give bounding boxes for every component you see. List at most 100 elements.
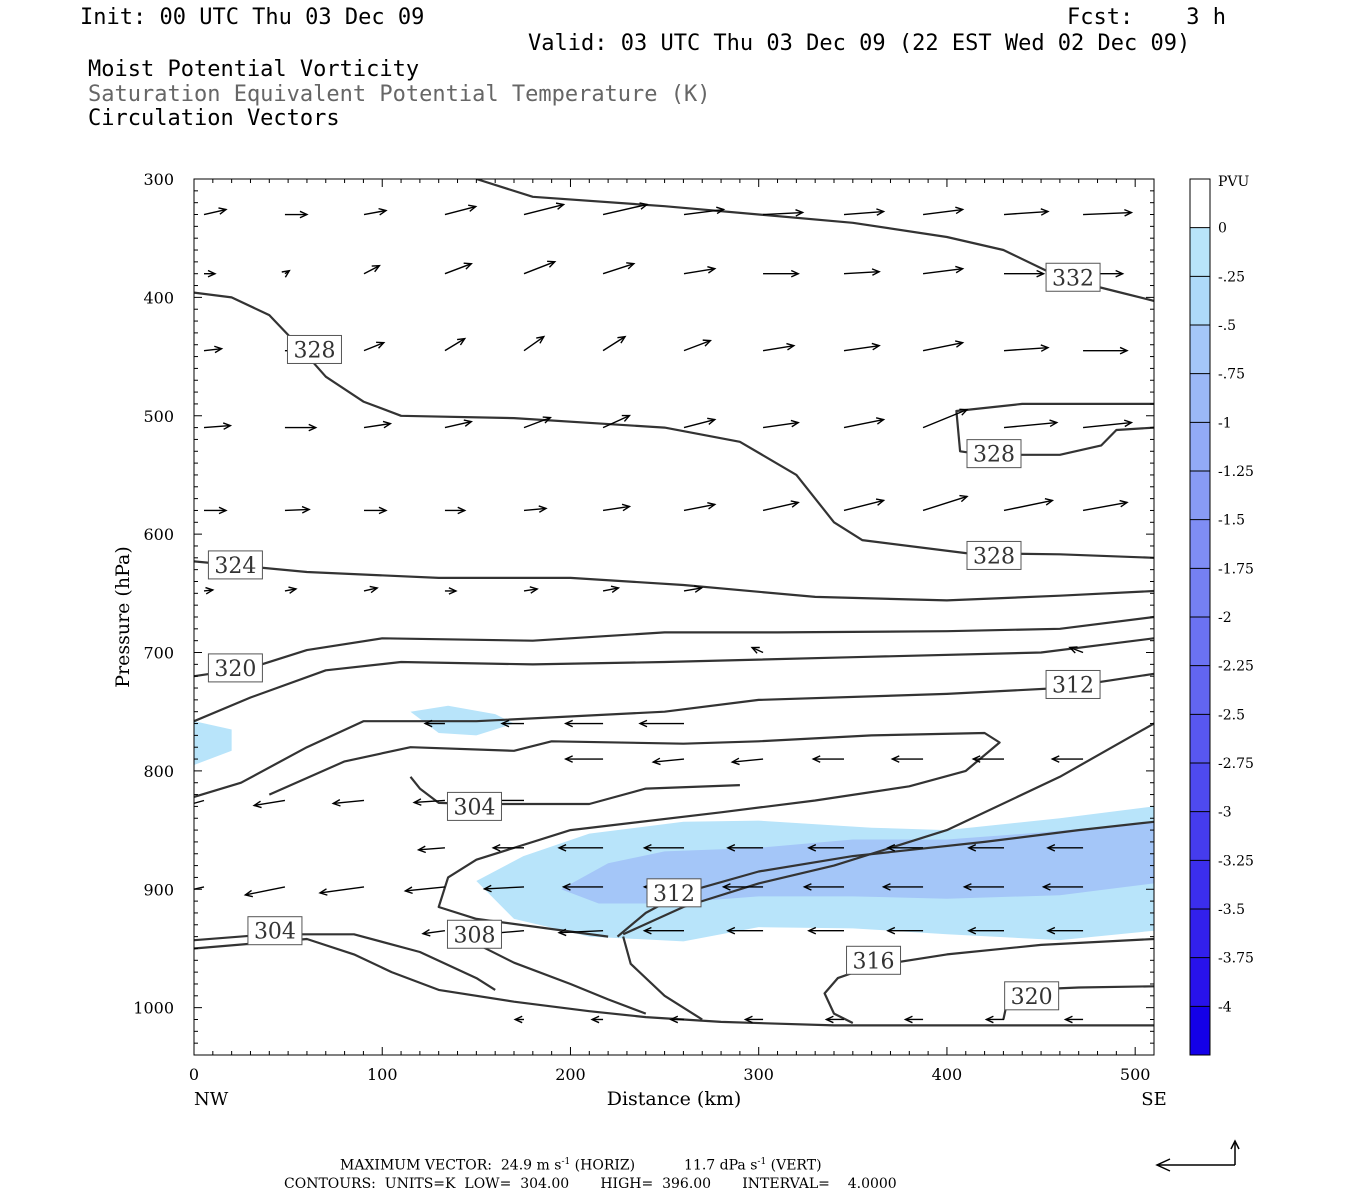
vector-shaft (284, 588, 297, 592)
vector-head (288, 586, 298, 594)
vector-shaft (602, 203, 648, 216)
vector-shaft (319, 886, 365, 894)
vector-shaft (414, 799, 445, 804)
theta-es-contour-312 (622, 936, 703, 1021)
vector-shaft (484, 886, 525, 890)
circulation-vector (638, 719, 684, 728)
y-tick-label: 600 (143, 525, 174, 544)
colorbar-swatch (1190, 763, 1210, 813)
vector-head (811, 755, 821, 763)
circulation-vector (421, 928, 446, 937)
circulation-vector (1083, 346, 1129, 355)
theta-es-contour-312 (194, 672, 1154, 798)
vector-head (617, 335, 627, 344)
circulation-vector (523, 260, 557, 275)
circulation-vector (284, 505, 311, 514)
contour-label: 320 (1004, 981, 1060, 1011)
contour-label-box (286, 334, 342, 364)
circulation-vector (843, 208, 886, 216)
vector-shaft (1082, 501, 1128, 512)
circulation-vector (412, 798, 445, 806)
vector-shaft (203, 208, 227, 216)
vector-shaft (284, 508, 310, 512)
vector-head (421, 928, 431, 937)
colorbar-swatch (1190, 714, 1210, 764)
circulation-vector (284, 210, 309, 219)
vector-shaft (523, 507, 547, 512)
circulation-vector (557, 844, 604, 852)
vector-shaft (762, 501, 799, 512)
vector-shaft (523, 261, 556, 275)
vector-head (807, 926, 817, 935)
circulation-vector (602, 202, 649, 216)
colorbar-label: -1.25 (1218, 464, 1254, 480)
colorbar-label: -2.25 (1218, 659, 1254, 675)
contour-label: 304 (446, 791, 502, 821)
vector-shaft (602, 414, 630, 429)
vector-shaft (194, 886, 205, 890)
contour-label-box (446, 791, 502, 821)
vector-shaft (751, 646, 764, 654)
contour-label-text: 328 (973, 544, 1015, 569)
contour-label: 304 (247, 916, 303, 946)
contour-label-text: 320 (214, 657, 256, 682)
contour-label-text: 328 (293, 338, 335, 363)
circulation-vector (1003, 419, 1059, 429)
colorbar-label: -3.5 (1218, 902, 1245, 918)
vector-head (1044, 498, 1055, 506)
circulation-vector (444, 337, 467, 352)
circulation-vector (363, 420, 393, 429)
colorbar-swatch (1190, 665, 1210, 715)
vector-shaft (444, 338, 466, 352)
colorbar-label: -2 (1218, 610, 1232, 626)
circulation-vector (762, 342, 796, 352)
circulation-vector (984, 1015, 1004, 1024)
colorbar-swatch (1190, 325, 1210, 375)
circulation-vector (962, 883, 1004, 891)
circulation-vector (204, 269, 217, 278)
colorbar-swatch (1190, 422, 1210, 472)
vector-shaft (653, 758, 685, 763)
vector-shaft (333, 799, 365, 805)
circulation-vector (203, 422, 233, 430)
circulation-vector (1050, 755, 1084, 763)
colorbar-label: -4 (1218, 999, 1232, 1015)
colorbar-label: -3.75 (1218, 951, 1254, 967)
vector-shaft (444, 205, 476, 216)
vector-head (371, 264, 381, 273)
forecast-hour: Fcst: 3 h (1067, 5, 1226, 30)
vector-head (382, 420, 393, 429)
vector-head (1036, 269, 1046, 278)
field-title-vectors: Circulation Vectors (88, 106, 340, 131)
circulation-vector (743, 1015, 764, 1024)
contour-label: 308 (446, 919, 502, 949)
vector-head (807, 844, 817, 852)
circulation-vector (500, 719, 524, 728)
vector-head (642, 926, 652, 935)
circulation-vector (416, 845, 445, 854)
contour-labels: 332 328 328 328 324 320 312 304 312 308 304 316 320 (207, 262, 1101, 1011)
circulation-vector (683, 339, 712, 352)
circulation-vector (763, 269, 800, 278)
colorbar-swatch (1190, 276, 1210, 326)
contour-label-text: 328 (973, 443, 1015, 468)
vector-shaft (843, 499, 884, 512)
circulation-vector (886, 926, 924, 935)
circulation-vector (557, 928, 604, 937)
vector-shaft (683, 587, 702, 592)
vector-shaft (363, 265, 380, 275)
vector-head (369, 585, 379, 594)
vector-head (281, 269, 291, 278)
circulation-vector (1082, 499, 1129, 512)
circulation-vector (602, 262, 636, 275)
circulation-vector (243, 886, 286, 898)
vector-head (1049, 419, 1059, 428)
vector-head (1063, 1015, 1073, 1024)
circulation-vector (602, 335, 627, 352)
x-tick-label: 200 (555, 1065, 586, 1084)
vector-head (786, 342, 796, 351)
contour-label-box (1045, 262, 1101, 292)
contour-label-text: 316 (853, 949, 895, 974)
circulation-vector (444, 262, 473, 275)
circulation-vector (523, 335, 546, 352)
